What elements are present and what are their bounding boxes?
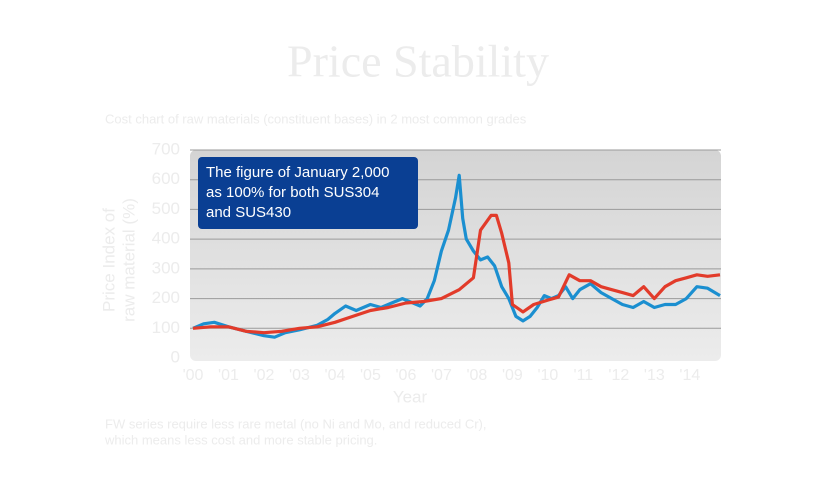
x-tick-label: '13 (644, 367, 665, 384)
x-tick-label: '01 (218, 367, 239, 384)
y-tick-label: 300 (152, 258, 180, 277)
x-tick-label: '00 (183, 367, 204, 384)
annotation-box (198, 157, 418, 229)
x-tick-label: '11 (574, 367, 594, 384)
plot: 0 100 200 300 400 500 600 700 '00 '01 '02 '03 '04 '05… (152, 139, 721, 384)
x-tick-label: '04 (325, 367, 346, 384)
x-tick-label: '03 (289, 367, 310, 384)
y-axis-label: Price Index of (99, 208, 118, 312)
x-tick-label: '10 (537, 367, 558, 384)
y-tick-label: 100 (152, 318, 180, 337)
annotation: as 100% for both SUS304 (206, 184, 379, 201)
series-line (192, 213, 721, 335)
footnote: which means less cost and more stable pr… (104, 432, 377, 447)
subtitle: Cost chart of raw materials (constituent… (105, 111, 527, 126)
x-tick-label: '08 (466, 367, 487, 384)
footnote: FW series require less rare metal (no Ni… (105, 416, 486, 431)
x-tick-label: '14 (679, 367, 700, 384)
y-tick-label: 200 (152, 288, 180, 307)
x-tick-label: '09 (502, 367, 523, 384)
x-tick-label: '06 (395, 367, 416, 384)
y-tick-label: 500 (152, 199, 180, 218)
y-axis-label: raw material (%) (119, 198, 138, 322)
x-tick-label: '07 (431, 367, 452, 384)
y-tick-label: 0 (171, 347, 180, 366)
y-tick-label: 700 (152, 139, 180, 158)
y-tick-label: 400 (152, 229, 180, 248)
x-tick-label: '12 (608, 367, 629, 384)
annotation: The figure of January 2,000 (206, 164, 389, 181)
chart-title: Price Stability (287, 36, 549, 87)
x-axis-label: Year (393, 387, 428, 406)
x-tick-label: '05 (360, 367, 381, 384)
annotation: and SUS430 (206, 204, 291, 221)
x-tick-label: '02 (254, 367, 275, 384)
y-tick-label: 600 (152, 169, 180, 188)
series-line (192, 173, 721, 339)
